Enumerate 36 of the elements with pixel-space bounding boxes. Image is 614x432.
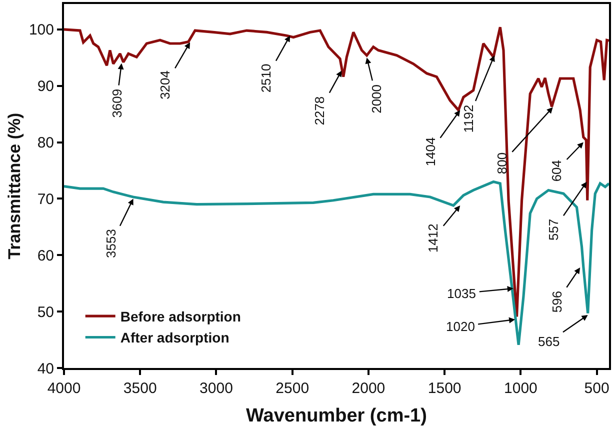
x-tick-label: 2500 — [276, 380, 310, 397]
annotation: 800 — [494, 152, 510, 174]
x-tick-label: 4000 — [47, 380, 81, 397]
line-series — [64, 180, 609, 346]
annotation: 565 — [538, 334, 560, 349]
x-axis-title: Wavenumber (cm-1) — [246, 405, 427, 426]
y-tick-label: 40 — [37, 360, 54, 378]
y-tick-label: 80 — [37, 134, 54, 152]
annotation: 596 — [550, 290, 565, 313]
annotation: 3204 — [158, 70, 173, 100]
annotation: 1020 — [446, 319, 475, 334]
annotation: 3609 — [109, 88, 124, 118]
y-tick-label: 60 — [37, 247, 54, 264]
annotation: 2000 — [369, 84, 384, 114]
annotation: 1192 — [461, 104, 476, 133]
annotation: 604 — [549, 160, 564, 182]
annotation: 2278 — [312, 96, 328, 126]
y-tick-label: 100 — [28, 22, 54, 39]
annotation: 1035 — [447, 286, 476, 301]
x-tick-label: 1500 — [428, 380, 462, 397]
y-tick-label: 70 — [37, 190, 54, 208]
annotation: 3553 — [104, 229, 119, 258]
x-tick-label: 1000 — [504, 380, 538, 397]
y-axis-title: Transmittance (%) — [5, 112, 24, 260]
legend-label: After adsorption — [120, 330, 230, 346]
x-tick-label: 500 — [584, 380, 610, 397]
x-tick-label: 3500 — [123, 380, 157, 397]
y-tick-label: 50 — [37, 304, 54, 321]
y-tick-label: 90 — [37, 78, 54, 96]
annotation: 1412 — [426, 224, 441, 253]
annotation: 557 — [546, 218, 561, 241]
x-tick-label: 3000 — [200, 380, 233, 397]
legend-label: Before adsorption — [120, 308, 241, 324]
x-tick-label: 2000 — [352, 380, 386, 397]
annotation: 2510 — [258, 64, 274, 93]
annotation: 1404 — [423, 137, 438, 166]
